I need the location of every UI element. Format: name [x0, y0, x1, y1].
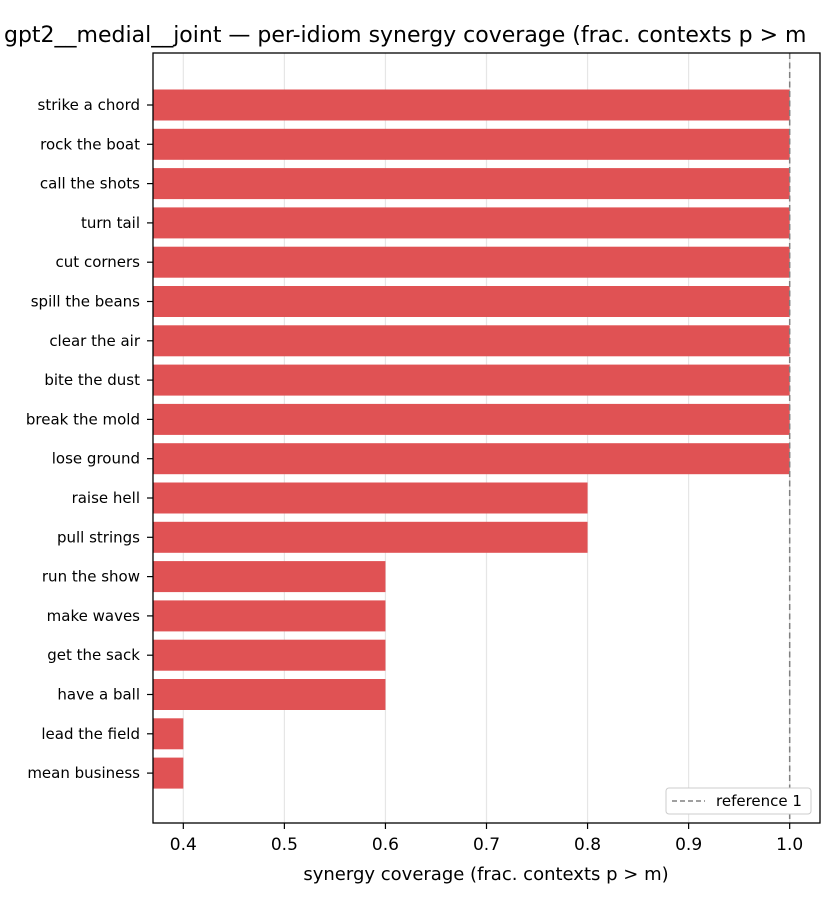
y-tick-label: spill the beans: [31, 293, 140, 311]
y-tick-label: strike a chord: [38, 96, 141, 114]
y-tick-label: mean business: [27, 764, 140, 782]
legend-label-reference: reference 1: [716, 792, 802, 810]
bar: [153, 718, 184, 750]
bar: [153, 128, 790, 160]
bars: [153, 89, 790, 789]
y-tick-label: have a ball: [57, 686, 140, 704]
y-tick-label: make waves: [47, 607, 141, 625]
y-tick-label: turn tail: [81, 214, 140, 232]
x-tick-label: 1.0: [776, 835, 803, 855]
x-tick-label: 0.6: [372, 835, 399, 855]
y-tick-label: cut corners: [56, 253, 141, 271]
bar: [153, 364, 790, 396]
y-tick-label: pull strings: [57, 528, 140, 546]
x-tick-label: 0.9: [675, 835, 702, 855]
chart-title: gpt2__medial__joint — per-idiom synergy …: [4, 23, 806, 48]
legend-box: [665, 787, 812, 815]
bar: [153, 89, 790, 121]
bar: [153, 443, 790, 475]
bar: [153, 403, 790, 435]
y-tick-label: clear the air: [49, 332, 141, 350]
x-axis-ticks: 0.4 0.5 0.6 0.7 0.8 0.9 1.0: [170, 823, 803, 855]
legend: reference 1: [665, 787, 812, 815]
bar: [153, 679, 386, 710]
y-tick-label: call the shots: [40, 175, 140, 193]
bar: [153, 600, 386, 632]
bar: [153, 521, 588, 553]
y-tick-label: break the mold: [26, 410, 140, 428]
x-tick-label: 0.8: [574, 835, 601, 855]
y-tick-label: lead the field: [41, 725, 140, 743]
x-tick-label: 0.5: [271, 835, 298, 855]
bar: [153, 639, 386, 671]
bar: [153, 246, 790, 278]
y-tick-label: rock the boat: [40, 135, 140, 153]
bar: [153, 325, 790, 357]
bar: [153, 286, 790, 317]
x-tick-label: 0.7: [473, 835, 500, 855]
bar: [153, 207, 790, 239]
bar: [153, 757, 184, 789]
y-tick-label: bite the dust: [44, 371, 140, 389]
x-tick-label: 0.4: [170, 835, 197, 855]
y-axis-ticks: strike a chord rock the boat call the shot…: [26, 96, 153, 782]
y-tick-label: get the sack: [47, 646, 140, 664]
bar: [153, 168, 790, 200]
bar: [153, 482, 588, 514]
y-tick-label: raise hell: [72, 489, 140, 507]
y-tick-label: lose ground: [52, 450, 140, 468]
x-axis-label: synergy coverage (frac. contexts p > m): [303, 864, 668, 885]
bar: [153, 561, 386, 593]
y-tick-label: run the show: [42, 568, 140, 586]
